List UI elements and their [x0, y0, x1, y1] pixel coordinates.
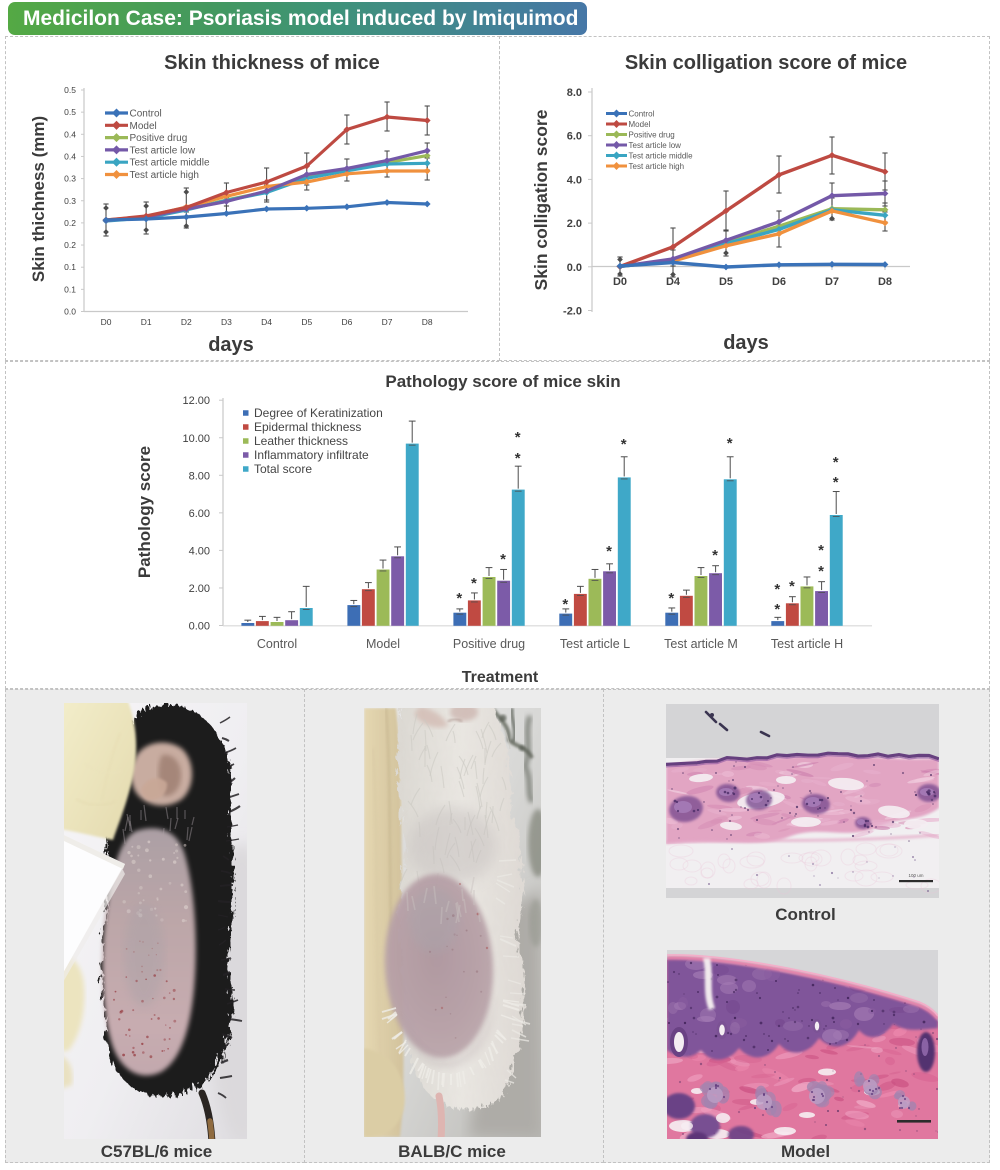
svg-text:D4: D4	[666, 276, 681, 288]
svg-text:D6: D6	[772, 276, 786, 288]
svg-text:Test article middle: Test article middle	[629, 151, 694, 160]
svg-text:D2: D2	[181, 317, 192, 327]
svg-text:D4: D4	[261, 317, 272, 327]
svg-text:*: *	[712, 547, 718, 564]
svg-text:*: *	[818, 542, 824, 559]
svg-text:*: *	[774, 601, 780, 618]
svg-text:Skin thichness (mm): Skin thichness (mm)	[29, 116, 48, 282]
svg-text:*: *	[515, 450, 521, 467]
svg-text:*: *	[621, 436, 627, 453]
svg-text:Pathology score: Pathology score	[135, 446, 154, 578]
svg-text:0.00: 0.00	[189, 621, 210, 633]
svg-text:0.1: 0.1	[64, 262, 76, 272]
svg-text:Degree of Keratinization: Degree of Keratinization	[254, 406, 383, 420]
svg-text:6.00: 6.00	[189, 508, 210, 520]
svg-text:-2.0: -2.0	[563, 306, 582, 318]
svg-text:Model: Model	[629, 120, 651, 129]
svg-text:Total score: Total score	[254, 462, 312, 476]
svg-text:*: *	[833, 454, 839, 471]
svg-text:D5: D5	[301, 317, 312, 327]
svg-text:Test article high: Test article high	[130, 170, 199, 181]
svg-text:4.0: 4.0	[567, 174, 582, 186]
svg-text:days: days	[208, 334, 254, 356]
svg-text:Leather thickness: Leather thickness	[254, 434, 348, 448]
svg-text:Control: Control	[257, 637, 297, 651]
svg-text:D6: D6	[341, 317, 352, 327]
svg-text:*: *	[833, 474, 839, 491]
svg-text:*: *	[789, 578, 795, 595]
svg-text:Treatment: Treatment	[462, 669, 539, 686]
svg-text:*: *	[774, 581, 780, 598]
svg-text:*: *	[727, 435, 733, 452]
svg-text:D7: D7	[382, 317, 393, 327]
svg-text:0.2: 0.2	[64, 218, 76, 228]
svg-text:D0: D0	[101, 317, 112, 327]
svg-text:D1: D1	[141, 317, 152, 327]
svg-text:0.3: 0.3	[64, 196, 76, 206]
svg-text:Model: Model	[130, 121, 157, 132]
svg-text:0.3: 0.3	[64, 174, 76, 184]
svg-text:*: *	[668, 590, 674, 607]
svg-text:100 um: 100 um	[908, 873, 923, 878]
svg-text:2.0: 2.0	[567, 218, 582, 230]
svg-text:*: *	[818, 563, 824, 580]
svg-text:Control: Control	[130, 109, 162, 120]
svg-text:Test article low: Test article low	[629, 141, 682, 150]
svg-text:Test article high: Test article high	[629, 162, 685, 171]
svg-text:Test article H: Test article H	[771, 637, 843, 651]
svg-text:D5: D5	[719, 276, 733, 288]
svg-text:Test article middle: Test article middle	[130, 158, 210, 169]
svg-text:Positive drug: Positive drug	[629, 130, 675, 139]
svg-text:0.0: 0.0	[567, 262, 582, 274]
svg-text:*: *	[562, 596, 568, 613]
svg-text:2.00: 2.00	[189, 583, 210, 595]
svg-text:Test article M: Test article M	[664, 637, 738, 651]
svg-text:Skin colligation score of mice: Skin colligation score of mice	[625, 52, 907, 74]
svg-text:0.1: 0.1	[64, 284, 76, 294]
svg-text:Test article L: Test article L	[560, 637, 630, 651]
svg-text:*: *	[471, 575, 477, 592]
svg-text:D8: D8	[422, 317, 433, 327]
svg-text:Test article low: Test article low	[130, 145, 196, 156]
svg-text:Control: Control	[629, 109, 655, 118]
svg-text:0.2: 0.2	[64, 240, 76, 250]
svg-text:12.00: 12.00	[182, 395, 210, 407]
svg-text:*: *	[606, 543, 612, 560]
svg-text:Positive drug: Positive drug	[453, 637, 525, 651]
svg-text:Positive drug: Positive drug	[130, 133, 188, 144]
svg-text:Skin colligation score: Skin colligation score	[531, 109, 551, 290]
svg-text:D8: D8	[878, 276, 892, 288]
svg-text:0.4: 0.4	[64, 129, 76, 139]
svg-text:4.00: 4.00	[189, 545, 210, 557]
svg-text:Pathology score of mice skin: Pathology score of mice skin	[385, 372, 620, 391]
svg-text:D3: D3	[221, 317, 232, 327]
svg-text:D0: D0	[613, 276, 627, 288]
svg-text:days: days	[723, 332, 769, 354]
svg-text:*: *	[515, 429, 521, 446]
svg-text:Epidermal thickness: Epidermal thickness	[254, 420, 361, 434]
svg-text:10.00: 10.00	[182, 433, 210, 445]
svg-text:0.0: 0.0	[64, 307, 76, 317]
svg-text:D7: D7	[825, 276, 839, 288]
svg-text:*: *	[500, 551, 506, 568]
svg-text:8.00: 8.00	[189, 470, 210, 482]
svg-text:Inflammatory infiltrate: Inflammatory infiltrate	[254, 448, 369, 462]
svg-text:Model: Model	[366, 637, 400, 651]
svg-text:0.5: 0.5	[64, 85, 76, 95]
svg-text:6.0: 6.0	[567, 131, 582, 143]
svg-text:*: *	[456, 590, 462, 607]
svg-text:0.4: 0.4	[64, 151, 76, 161]
svg-text:Skin thickness of mice: Skin thickness of mice	[164, 52, 380, 74]
svg-text:0.5: 0.5	[64, 107, 76, 117]
svg-text:8.0: 8.0	[567, 87, 582, 99]
